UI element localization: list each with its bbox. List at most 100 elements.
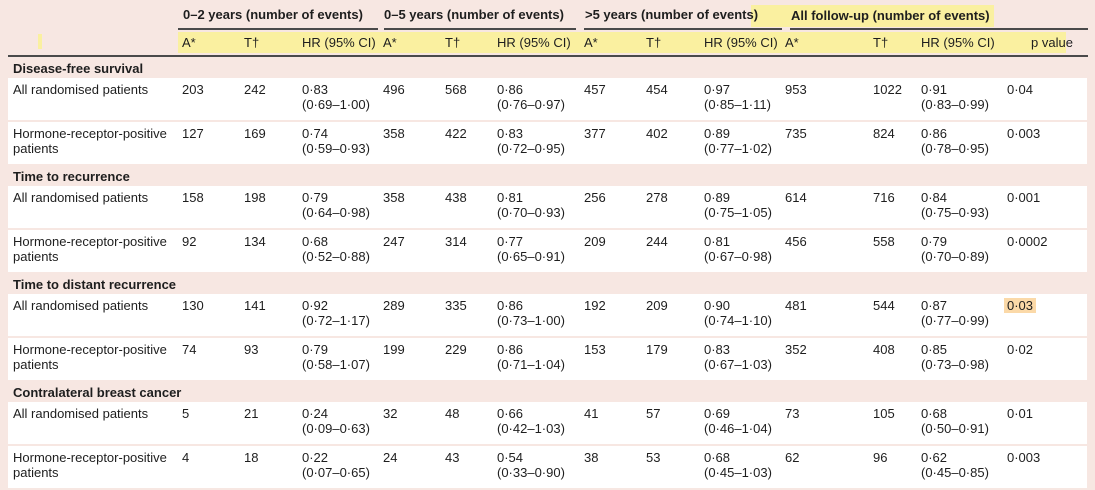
ci-value: (0·75–1·05) bbox=[704, 205, 772, 220]
hr-value: 0·83 bbox=[497, 126, 524, 141]
subheader-hr: HR (95% CI) bbox=[302, 35, 376, 50]
events-a-cell: 41 bbox=[584, 406, 599, 421]
section-header: Contralateral breast cancer bbox=[13, 385, 182, 400]
events-a-cell: 74 bbox=[182, 342, 197, 357]
hr-ci-cell: 0·79 (0·64–0·98) bbox=[298, 190, 379, 228]
p-value-cell: 0·003 bbox=[1003, 450, 1088, 488]
hr-ci-cell: 0·92 (0·72–1·17) bbox=[298, 298, 379, 336]
column-group-gt5-years: >5 years (number of events) bbox=[580, 5, 781, 27]
hr-value: 0·81 bbox=[497, 190, 524, 205]
hr-ci-cell: 0·86 (0·73–1·00) bbox=[493, 298, 580, 336]
section-header: Time to recurrence bbox=[13, 169, 130, 184]
events-a-cell: 199 bbox=[383, 342, 405, 357]
hr-ci-cell: 0·81 (0·67–0·98) bbox=[700, 234, 781, 272]
events-t-cell: 198 bbox=[244, 190, 266, 205]
ci-value: (0·74–1·10) bbox=[704, 313, 772, 328]
hr-value: 0·68 bbox=[921, 406, 948, 421]
table-header: 0–2 years (number of events) 0–5 years (… bbox=[0, 0, 1095, 57]
events-t-cell: 43 bbox=[445, 450, 460, 465]
ci-value: (0·58–1·07) bbox=[302, 357, 370, 372]
ci-value: (0·67–1·03) bbox=[704, 357, 772, 372]
stray-highlight-mark bbox=[38, 34, 42, 49]
patient-group-label: Hormone-receptor-positive patients bbox=[13, 234, 167, 264]
subheader-p-value: p value bbox=[1031, 35, 1073, 50]
ci-value: (0·77–1·02) bbox=[704, 141, 772, 156]
ci-value: (0·64–0·98) bbox=[302, 205, 370, 220]
ci-value: (0·72–1·17) bbox=[302, 313, 370, 328]
p-value: 0·003 bbox=[1007, 450, 1041, 465]
events-a-cell: 73 bbox=[785, 406, 800, 421]
group-rule-3 bbox=[584, 28, 782, 30]
events-t-cell: 824 bbox=[873, 126, 895, 141]
hr-ci-cell: 0·85 (0·73–0·98) bbox=[917, 342, 1003, 380]
p-value: 0·001 bbox=[1007, 190, 1041, 205]
events-t-cell: 244 bbox=[646, 234, 668, 249]
group-rule-1 bbox=[178, 28, 378, 30]
events-t-cell: 21 bbox=[244, 406, 259, 421]
events-t-cell: 408 bbox=[873, 342, 895, 357]
hr-ci-cell: 0·86 (0·78–0·95) bbox=[917, 126, 1003, 164]
events-a-cell: 38 bbox=[584, 450, 599, 465]
p-value-column-spacer bbox=[1003, 5, 1088, 27]
events-t-cell: 209 bbox=[646, 298, 668, 313]
events-a-cell: 377 bbox=[584, 126, 606, 141]
p-value: 0·02 bbox=[1007, 342, 1034, 357]
section-header: Time to distant recurrence bbox=[13, 277, 177, 292]
hr-ci-cell: 0·86 (0·76–0·97) bbox=[493, 82, 580, 120]
events-t-cell: 134 bbox=[244, 234, 266, 249]
hr-ci-cell: 0·83 (0·69–1·00) bbox=[298, 82, 379, 120]
hr-value: 0·79 bbox=[302, 190, 329, 205]
p-value-cell: 0·03 bbox=[1003, 298, 1088, 336]
hr-ci-cell: 0·87 (0·77–0·99) bbox=[917, 298, 1003, 336]
hr-ci-cell: 0·84 (0·75–0·93) bbox=[917, 190, 1003, 228]
column-group-label-highlighted: All follow-up (number of events) bbox=[785, 5, 994, 27]
column-group-0-5-years: 0–5 years (number of events) bbox=[379, 5, 580, 27]
patient-group-label: All randomised patients bbox=[13, 298, 149, 313]
data-row: All randomised patients 158 198 0·79 (0·64–0… bbox=[8, 186, 1087, 228]
subheader-hr: HR (95% CI) bbox=[497, 35, 571, 50]
hr-value: 0·91 bbox=[921, 82, 948, 97]
hr-value: 0·83 bbox=[704, 342, 731, 357]
hr-value: 0·84 bbox=[921, 190, 948, 205]
column-group-label: 0–2 years (number of events) bbox=[183, 7, 363, 22]
subheader-hr: HR (95% CI) bbox=[704, 35, 778, 50]
hr-value: 0·90 bbox=[704, 298, 731, 313]
ci-value: (0·67–0·98) bbox=[704, 249, 772, 264]
p-value: 0·0002 bbox=[1007, 234, 1048, 249]
p-value: 0·01 bbox=[1007, 406, 1034, 421]
events-t-cell: 141 bbox=[244, 298, 266, 313]
subheader-t: T† bbox=[873, 35, 889, 50]
ci-value: (0·52–0·88) bbox=[302, 249, 370, 264]
events-a-cell: 358 bbox=[383, 126, 405, 141]
hr-ci-cell: 0·89 (0·77–1·02) bbox=[700, 126, 781, 164]
data-row: Hormone-receptor-positive patients 4 18 0·2… bbox=[8, 446, 1087, 488]
hr-ci-cell: 0·68 (0·45–1·03) bbox=[700, 450, 781, 488]
events-t-cell: 229 bbox=[445, 342, 467, 357]
section-header: Disease-free survival bbox=[13, 61, 144, 76]
subheader-t: T† bbox=[445, 35, 461, 50]
events-t-cell: 57 bbox=[646, 406, 661, 421]
events-t-cell: 18 bbox=[244, 450, 259, 465]
hr-value: 0·24 bbox=[302, 406, 329, 421]
subheader-empty bbox=[8, 32, 178, 53]
patient-group-label: All randomised patients bbox=[13, 82, 149, 97]
events-t-cell: 179 bbox=[646, 342, 668, 357]
ci-value: (0·33–0·90) bbox=[497, 465, 565, 480]
events-a-cell: 5 bbox=[182, 406, 190, 421]
events-t-cell: 422 bbox=[445, 126, 467, 141]
events-t-cell: 242 bbox=[244, 82, 266, 97]
hr-value: 0·66 bbox=[497, 406, 524, 421]
ci-value: (0·77–0·99) bbox=[921, 313, 989, 328]
table-body: Disease-free survival All randomised pati… bbox=[0, 57, 1095, 488]
hr-ci-cell: 0·81 (0·70–0·93) bbox=[493, 190, 580, 228]
ci-value: (0·85–1·11) bbox=[704, 97, 771, 112]
ci-value: (0·45–1·03) bbox=[704, 465, 772, 480]
events-a-cell: 203 bbox=[182, 82, 204, 97]
hr-value: 0·22 bbox=[302, 450, 329, 465]
events-a-cell: 496 bbox=[383, 82, 405, 97]
hr-value: 0·86 bbox=[921, 126, 948, 141]
events-a-cell: 4 bbox=[182, 450, 190, 465]
events-a-cell: 289 bbox=[383, 298, 405, 313]
hr-value: 0·68 bbox=[704, 450, 731, 465]
hr-ci-cell: 0·89 (0·75–1·05) bbox=[700, 190, 781, 228]
